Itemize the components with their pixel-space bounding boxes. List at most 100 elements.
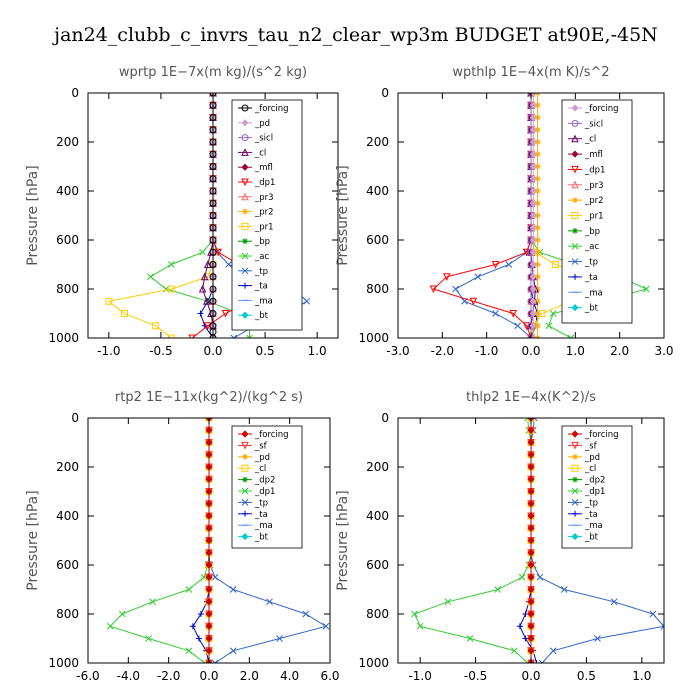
legend-label: _pd: [584, 453, 600, 463]
data-point: [266, 598, 273, 606]
data-point: [642, 285, 650, 293]
legend-item: _pr2: [238, 208, 274, 218]
legend-item: _ma: [568, 521, 603, 531]
y-axis-label: Pressure [hPa]: [335, 165, 351, 265]
data-point: [209, 126, 217, 134]
data-point: [205, 451, 213, 459]
y-axis-label: Pressure [hPa]: [335, 490, 351, 590]
legend-label: _forcing: [254, 430, 289, 440]
data-point: [205, 536, 213, 545]
data-point: [209, 101, 217, 109]
x-tick-label: 2.0: [610, 344, 629, 358]
data-point: [527, 561, 535, 569]
legend-item: _dp1: [238, 178, 275, 188]
legend-item: _pd: [238, 119, 270, 129]
data-point: [527, 585, 535, 594]
legend: _forcing_sf _pd_cl _dp2_dp1_tp _ta_ma _bt: [561, 425, 633, 549]
data-point: [527, 549, 535, 557]
data-point: [444, 598, 452, 606]
plot-area: [429, 93, 650, 338]
y-tick-label: 600: [56, 233, 79, 247]
legend-marker: [572, 197, 578, 204]
legend-label: _dp1: [584, 487, 605, 497]
data-point: [205, 487, 213, 496]
legend-marker: [571, 464, 579, 472]
legend-item: _sicl: [568, 119, 603, 129]
data-point: [529, 175, 537, 183]
data-point: [205, 438, 213, 447]
legend-label: _dp2: [584, 476, 605, 486]
data-point: [529, 113, 537, 122]
legend-label: _cl: [584, 135, 596, 145]
data-point: [534, 188, 541, 194]
data-point: [610, 598, 618, 606]
legend-label: _cl: [254, 464, 266, 474]
data-point: [527, 500, 535, 508]
data-point: [105, 297, 113, 305]
data-point: [197, 611, 204, 617]
legend-marker: [572, 510, 578, 517]
legend-label: _bt: [254, 311, 269, 321]
legend-marker: [242, 510, 248, 517]
x-tick-label: 0.0: [203, 344, 222, 358]
data-point: [534, 286, 541, 292]
legend-item: _bt: [238, 533, 269, 543]
legend-marker: [241, 252, 249, 260]
data-point: [209, 285, 217, 293]
data-point: [527, 647, 535, 655]
data-point: [185, 586, 193, 593]
data-point: [494, 586, 502, 593]
data-point: [509, 310, 518, 318]
x-tick-label: 1.0: [566, 344, 585, 358]
data-point: [225, 261, 232, 268]
data-point: [527, 536, 535, 545]
data-point: [527, 451, 535, 459]
legend-label: _sicl: [584, 119, 603, 129]
data-point: [527, 524, 535, 532]
data-point: [527, 634, 535, 643]
data-point: [246, 334, 253, 338]
data-point: [205, 549, 213, 557]
legend-marker: [241, 192, 249, 201]
panel-title: wpthlp 1E−4x(m K)/s^2: [452, 65, 609, 80]
data-point: [229, 647, 237, 655]
y-tick-label: 400: [366, 184, 389, 198]
data-point: [534, 102, 541, 109]
data-point: [209, 273, 217, 281]
data-point: [534, 322, 541, 329]
data-point: [205, 463, 213, 471]
legend-item: _pd: [238, 453, 270, 463]
legend-item: _ta: [568, 273, 598, 283]
data-point: [205, 634, 213, 643]
legend-item: _tp: [238, 498, 268, 508]
x-tick-label: 1.0: [308, 344, 327, 358]
legend-marker: [571, 150, 579, 158]
legend-label: _ta: [584, 510, 598, 520]
x-tick-label: -1.0: [408, 669, 431, 683]
data-point: [529, 199, 537, 207]
data-point: [560, 586, 568, 593]
legend-label: _dp1: [584, 165, 605, 175]
data-point: [209, 138, 217, 146]
data-point: [534, 273, 541, 280]
data-point: [529, 93, 537, 97]
legend-item: _bt: [238, 311, 269, 321]
y-axis-label: Pressure [hPa]: [25, 490, 41, 590]
x-tick-label: -6.0: [76, 669, 99, 683]
data-point: [527, 487, 535, 496]
y-tick-label: 0: [381, 411, 389, 425]
legend-item: _bt: [568, 533, 599, 543]
legend-marker: [241, 134, 249, 142]
data-point: [147, 273, 154, 281]
legend-label: _ac: [584, 242, 599, 252]
legend-label: _pr1: [584, 212, 604, 222]
legend-label: _pr3: [584, 181, 604, 191]
data-point: [209, 212, 217, 219]
data-point: [209, 248, 217, 256]
data-point: [209, 114, 217, 121]
data-point: [529, 162, 537, 171]
legend-item: _dp1: [568, 487, 605, 497]
x-tick-label: 2.0: [240, 669, 259, 683]
data-point: [491, 261, 500, 269]
legend-label: _cl: [254, 148, 266, 158]
